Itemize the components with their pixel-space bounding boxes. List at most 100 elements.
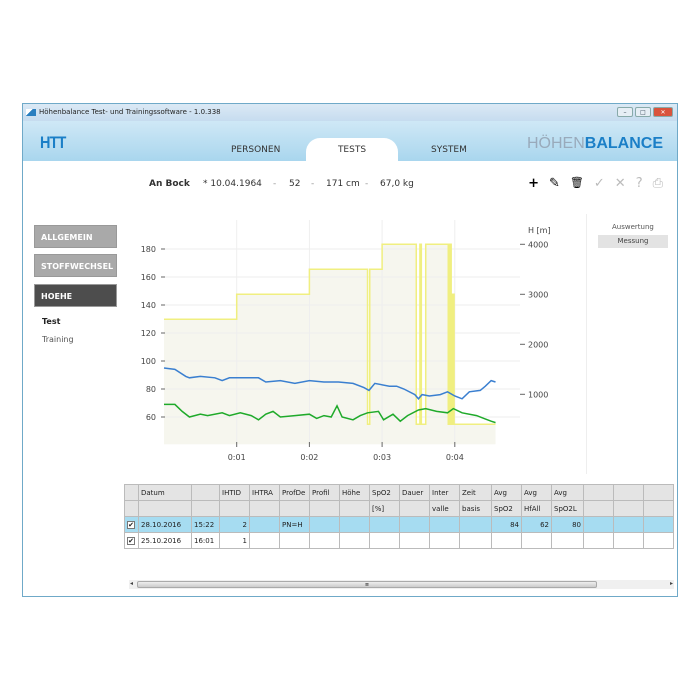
auswertung-label[interactable]: Auswertung: [612, 223, 654, 231]
row-checkbox-cell[interactable]: ✔: [124, 532, 139, 549]
toolbar: + ✎ 🗑 ✓ ✕ ? ⎙: [528, 176, 663, 191]
sidebar-item-hoehe[interactable]: HOEHE: [34, 284, 117, 307]
person-birthdate: * 10.04.1964: [203, 179, 262, 189]
table-cell: [191, 500, 220, 517]
messung-button[interactable]: Messung: [598, 235, 668, 248]
table-header-row[interactable]: [%] valle basis SpO2 HfAll SpO2L: [124, 500, 674, 517]
table-cell: 84: [491, 516, 522, 533]
table-cell: [643, 500, 674, 517]
x-tick-label: 0:02: [300, 453, 318, 462]
table-cell: [643, 516, 674, 533]
table-cell: [459, 516, 492, 533]
table-cell: [583, 516, 614, 533]
sidebar-item-allgemein[interactable]: ALLGEMEIN: [34, 225, 117, 248]
y-left-tick-label: 100: [141, 357, 156, 366]
app-header: HTT PERSONEN TESTS SYSTEM HÖHENBALANCE: [23, 121, 677, 161]
table-cell: [339, 500, 370, 517]
altitude-line: [164, 243, 496, 426]
person-weight: 67,0 kg: [380, 179, 414, 189]
tab-system[interactable]: SYSTEM: [431, 145, 467, 155]
table-cell: [249, 516, 280, 533]
htt-logo: HTT: [40, 133, 66, 152]
scroll-left-arrow[interactable]: ◂: [130, 580, 134, 587]
table-cell: [399, 500, 430, 517]
subnav-test[interactable]: Test: [42, 317, 61, 326]
trash-icon[interactable]: 🗑: [569, 176, 584, 189]
tab-tests[interactable]: TESTS: [306, 138, 398, 161]
y-left-tick-label: 180: [141, 245, 156, 254]
window-title: Höhenbalance Test- und Trainingssoftware…: [39, 108, 221, 116]
table-row[interactable]: ✔ 28.10.2016 15:22 2 PN=H 84 62 80: [124, 516, 674, 533]
y-right-tick-label: 4000: [528, 240, 548, 249]
separator: -: [273, 179, 277, 189]
tab-personen[interactable]: PERSONEN: [231, 145, 281, 155]
help-icon[interactable]: ?: [635, 176, 643, 191]
table-cell: SpO2: [369, 484, 400, 501]
table-header-row[interactable]: Datum IHTID IHTRA ProfDe Profil Höhe SpO2 Dauer…: [124, 484, 674, 501]
table-cell: Datum: [138, 484, 192, 501]
subnav-training[interactable]: Training: [42, 335, 74, 344]
tests-table: Datum IHTID IHTRA ProfDe Profil Höhe SpO2 Dauer…: [124, 484, 674, 549]
person-name: An Bock: [149, 179, 190, 189]
table-cell: [279, 500, 310, 517]
table-cell: 2: [219, 516, 250, 533]
person-age: 52: [289, 179, 301, 189]
add-icon[interactable]: +: [528, 176, 539, 191]
table-cell: [583, 500, 614, 517]
horizontal-scrollbar[interactable]: ◂ ≡ ▸: [129, 580, 674, 589]
table-cell: Höhe: [339, 484, 370, 501]
y-left-tick-label: 80: [146, 385, 156, 394]
table-cell: 15:22: [191, 516, 220, 533]
panel-divider: [586, 214, 587, 474]
table-cell: SpO2L: [551, 500, 584, 517]
y-right-tick-label: 1000: [528, 390, 548, 399]
row-checkbox[interactable]: ✔: [127, 536, 135, 545]
table-cell: 28.10.2016: [138, 516, 192, 533]
separator: -: [311, 179, 315, 189]
table-cell: Zeit: [459, 484, 492, 501]
title-bar: Höhenbalance Test- und Trainingssoftware…: [23, 104, 677, 121]
y-right-tick-label: 3000: [528, 290, 548, 299]
table-cell: ProfDe: [279, 484, 310, 501]
table-cell: [613, 500, 644, 517]
row-checkbox[interactable]: ✔: [127, 520, 135, 529]
heartrate-line: [164, 403, 496, 424]
close-button[interactable]: ✕: [653, 107, 673, 117]
x-tick-label: 0:04: [446, 453, 464, 462]
table-cell: valle: [429, 500, 460, 517]
cancel-icon[interactable]: ✕: [614, 176, 626, 191]
scroll-right-arrow[interactable]: ▸: [669, 580, 673, 587]
table-cell: [643, 532, 674, 549]
print-icon[interactable]: ⎙: [652, 176, 663, 191]
person-height: 171 cm: [326, 179, 360, 189]
app-window: Höhenbalance Test- und Trainingssoftware…: [22, 103, 678, 597]
y-right-axis-label: H [m]: [528, 226, 551, 235]
table-row[interactable]: ✔ 25.10.2016 16:01 1: [124, 532, 674, 549]
y-left-tick-label: 60: [146, 413, 156, 422]
y-right-tick-label: 2000: [528, 340, 548, 349]
y-left-tick-label: 140: [141, 301, 156, 310]
minimize-button[interactable]: –: [617, 107, 633, 117]
spo2-line: [163, 367, 496, 400]
y-left-tick-label: 120: [141, 329, 156, 338]
maximize-button[interactable]: □: [635, 107, 651, 117]
row-checkbox-cell[interactable]: ✔: [124, 516, 139, 533]
x-tick-label: 0:01: [228, 453, 246, 462]
y-left-tick-label: 160: [141, 273, 156, 282]
brand-logo: HÖHENBALANCE: [527, 135, 663, 152]
edit-icon[interactable]: ✎: [549, 176, 560, 191]
row-checkbox-cell[interactable]: [124, 484, 139, 501]
table-cell: Dauer: [399, 484, 430, 501]
separator: -: [365, 179, 369, 189]
sidebar-item-stoffwechsel[interactable]: STOFFWECHSEL: [34, 254, 117, 277]
table-cell: 16:01: [191, 532, 220, 549]
check-icon[interactable]: ✓: [593, 176, 605, 191]
table-cell: Avg: [551, 484, 584, 501]
app-icon: [26, 109, 36, 116]
table-cell: [613, 484, 644, 501]
scrollbar-thumb[interactable]: ≡: [137, 581, 597, 588]
table-cell: [191, 484, 220, 501]
table-cell: 25.10.2016: [138, 532, 192, 549]
x-tick-label: 0:03: [373, 453, 391, 462]
